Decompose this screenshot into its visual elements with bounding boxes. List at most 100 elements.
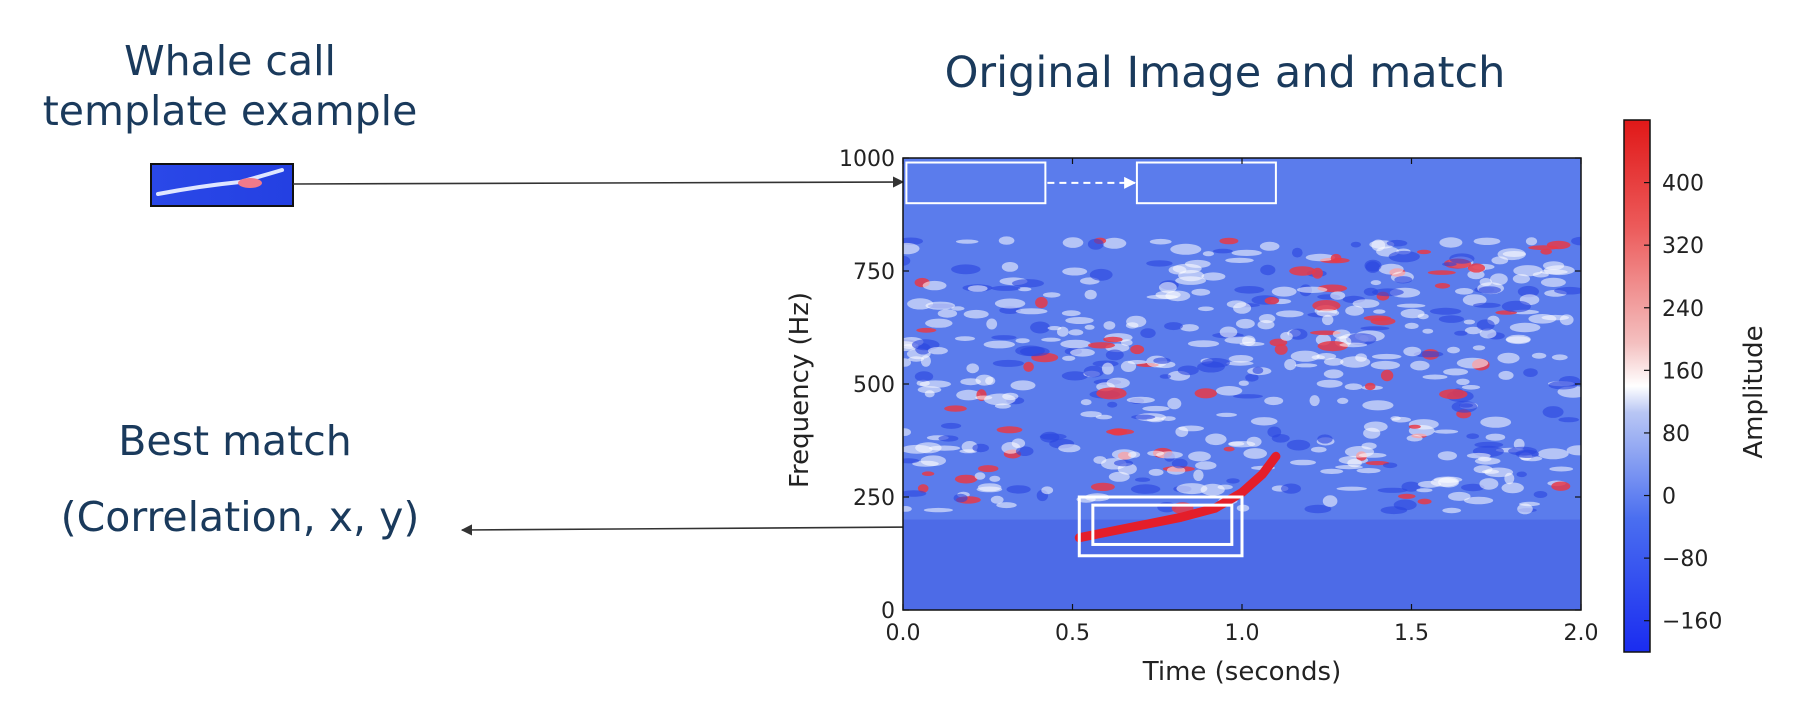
noise-blob: [1290, 460, 1316, 466]
noise-blob: [1297, 287, 1328, 293]
noise-blob: [1534, 491, 1548, 498]
noise-blob: [1280, 332, 1293, 341]
noise-blob: [1178, 366, 1199, 376]
noise-blob: [1439, 237, 1462, 247]
noise-blob: [1333, 330, 1351, 339]
noise-blob: [1147, 451, 1164, 456]
colorbar-tick-label: −160: [1662, 610, 1722, 635]
noise-blob: [984, 341, 1015, 349]
noise-blob: [908, 356, 924, 361]
noise-blob: [1442, 262, 1457, 266]
noise-blob: [1480, 278, 1492, 286]
noise-blob: [1016, 308, 1048, 314]
noise-blob: [1260, 265, 1275, 275]
noise-blob: [1435, 283, 1450, 289]
noise-blob: [954, 494, 968, 503]
noise-blob: [1454, 331, 1467, 336]
noise-blob: [1322, 315, 1333, 325]
noise-blob: [916, 328, 936, 333]
noise-blob: [1065, 317, 1093, 324]
noise-blob: [921, 355, 931, 367]
noise-blob: [1107, 402, 1117, 408]
noise-blob: [1275, 344, 1288, 355]
noise-blob: [1416, 488, 1432, 492]
noise-blob: [1088, 239, 1104, 250]
x-tick-label: 0.0: [886, 621, 921, 646]
noise-blob: [1041, 338, 1061, 342]
noise-blob: [1225, 258, 1254, 263]
noise-blob: [1150, 239, 1172, 245]
noise-blob: [1364, 422, 1388, 432]
noise-blob: [986, 319, 997, 330]
noise-blob: [1532, 353, 1546, 359]
noise-blob: [1558, 417, 1579, 422]
noise-blob: [1239, 381, 1249, 386]
noise-blob: [955, 475, 977, 484]
noise-blob: [925, 319, 952, 328]
noise-blob: [1473, 345, 1485, 350]
noise-blob: [1459, 403, 1473, 407]
noise-blob: [1160, 374, 1171, 379]
noise-blob: [1339, 343, 1367, 348]
noise-blob: [1466, 433, 1479, 439]
noise-blob: [1567, 445, 1591, 455]
noise-blob: [1310, 395, 1320, 406]
noise-blob: [1213, 249, 1233, 254]
noise-blob: [1229, 355, 1254, 363]
noise-blob: [1140, 328, 1155, 338]
noise-blob: [1131, 484, 1160, 494]
noise-blob: [1462, 385, 1480, 390]
noise-blob: [1112, 449, 1137, 459]
noise-blob: [1218, 485, 1233, 490]
noise-blob: [1316, 353, 1336, 360]
noise-blob: [1477, 319, 1495, 330]
noise-blob: [1272, 287, 1297, 297]
noise-blob: [944, 405, 967, 411]
noise-blob: [1543, 406, 1564, 418]
noise-blob: [898, 458, 919, 463]
noise-blob: [960, 378, 981, 385]
noise-blob: [924, 508, 953, 512]
noise-blob: [1526, 237, 1537, 245]
noise-blob: [968, 285, 988, 292]
noise-blob: [1552, 354, 1568, 360]
colorbar-tick-label: 320: [1662, 234, 1704, 259]
noise-blob: [955, 336, 975, 341]
noise-blob: [1188, 451, 1211, 461]
colorbar-tick-label: 400: [1662, 172, 1704, 197]
colorbar-tick-label: −80: [1662, 547, 1708, 572]
noise-blob: [1172, 459, 1188, 469]
noise-blob: [1418, 481, 1441, 488]
y-tick-label: 500: [853, 373, 895, 398]
noise-blob: [1479, 478, 1498, 490]
noise-blob: [1062, 268, 1087, 276]
template-arrow: [293, 182, 903, 184]
noise-blob: [1205, 434, 1226, 446]
noise-blob: [1502, 483, 1524, 494]
noise-blob: [964, 310, 989, 319]
noise-blob: [1475, 458, 1501, 465]
noise-blob: [1364, 315, 1391, 321]
noise-blob: [1405, 323, 1419, 329]
y-tick-label: 250: [853, 486, 895, 511]
noise-blob: [1030, 322, 1050, 334]
colorbar: −160−80080160240320400 Amplitude: [1624, 120, 1769, 652]
x-tick-label: 0.5: [1055, 621, 1090, 646]
noise-blob: [1360, 326, 1389, 330]
noise-blob: [1259, 314, 1275, 323]
noise-blob: [1289, 266, 1315, 275]
noise-blob: [1517, 472, 1527, 478]
noise-blob: [1394, 276, 1412, 283]
noise-blob: [1418, 314, 1429, 320]
noise-blob: [1503, 251, 1526, 257]
noise-blob: [1264, 397, 1283, 405]
noise-blob: [928, 347, 948, 354]
noise-blob: [1422, 329, 1433, 334]
noise-blob: [1276, 310, 1304, 317]
noise-blob: [1011, 380, 1036, 390]
noise-blob: [1233, 394, 1263, 398]
noise-blob: [1060, 340, 1091, 349]
noise-blob: [1292, 248, 1303, 258]
noise-blob: [1085, 325, 1095, 330]
noise-blob: [1220, 327, 1238, 338]
